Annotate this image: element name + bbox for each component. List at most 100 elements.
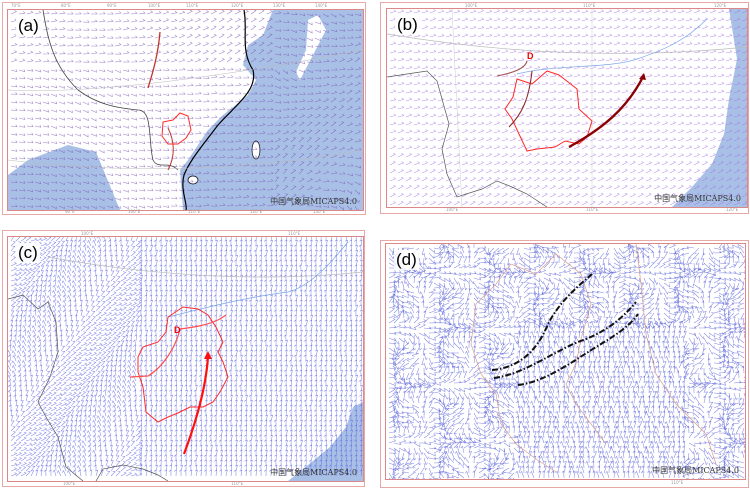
wind-barb [339,171,346,175]
wind-barb [274,69,280,75]
wind-barb [290,99,298,103]
wind-barb [77,274,82,282]
wind-barb [354,114,362,119]
wind-barb [43,349,47,357]
wind-barb [266,107,274,111]
wind-barb [170,10,178,15]
wind-barb [445,57,453,62]
wind-barb [493,121,501,126]
wind-barb [74,197,82,201]
wind-barb [323,289,327,296]
wind-barb [162,189,170,193]
wind-barb [230,309,233,317]
wind-barb [120,276,127,282]
wind-barb [238,319,242,327]
wind-barb [254,349,257,357]
wind-barb [100,285,105,292]
wind-barb [90,305,96,312]
wind-barb [224,249,228,257]
wind-barb [328,344,332,352]
wind-barb [304,414,307,422]
wind-barb [397,113,405,118]
wind-barb [323,379,327,387]
wind-barb [469,97,477,102]
wind-barb [115,331,122,337]
wind-barb [114,197,121,201]
wind-barb [461,65,469,70]
wind-barb [130,281,137,287]
wind-barb [35,385,40,392]
wind-barb [10,10,18,15]
wind-barb [250,344,254,352]
wind-barb [323,334,327,342]
wind-barb [214,244,217,252]
wind-barb [477,17,485,22]
wind-barb [330,205,337,209]
wind-barb [27,339,32,347]
wind-barb [65,382,73,387]
wind-barb [274,389,277,397]
wind-barb [95,306,101,312]
wind-barb [125,321,131,327]
wind-barb [298,29,306,33]
wind-barb [162,132,170,136]
wind-barb [146,10,154,15]
wind-barb [282,28,290,32]
wind-barb [333,364,337,372]
wind-barb [35,270,41,277]
wind-barb [565,33,573,38]
wind-barb [82,254,87,262]
wind-barb [110,307,118,312]
wind-barb [88,409,92,417]
wind-barb [184,279,188,287]
wind-barb [605,193,613,198]
wind-barb [174,299,178,307]
wind-barb [308,244,312,252]
wind-barb [493,57,501,62]
wind-barb [541,33,549,38]
wind-barb [249,369,253,377]
wind-barb [194,99,202,103]
wind-barb [155,304,158,312]
wind-barb [589,105,597,110]
wind-barb [605,153,613,158]
wind-barb [304,309,307,317]
wind-barb [26,117,34,120]
wind-barb [70,391,77,397]
panel-c: 100°E 110°E D 中国气象局MICAPS4.0 (c) 100°E 1… [2,230,365,487]
wind-barb [324,374,328,382]
wind-barb [264,304,268,312]
wind-barb [10,256,17,262]
wind-barb [677,57,685,62]
wind-barb [107,237,112,242]
wind-barb [122,205,129,210]
wind-barb [35,416,43,422]
wind-barb [329,354,332,362]
wind-barb [62,299,67,307]
wind-barb [98,93,105,98]
wind-barb [306,29,313,34]
wind-barb [120,271,127,277]
wind-barb [605,168,612,174]
wind-barb [18,164,26,168]
wind-barb [45,406,52,412]
wind-barb [163,364,167,372]
wind-barb [295,304,298,312]
wind-barb [184,419,187,427]
wind-barb [54,259,58,267]
wind-barb [299,279,303,287]
wind-barb [226,91,234,95]
wind-barb [202,131,210,135]
wind-barb [322,52,330,56]
wind-barb [346,97,353,103]
wind-barb [461,41,469,46]
wind-barb [290,153,297,159]
wind-barb [144,384,148,392]
wind-barb [210,49,217,55]
wind-barb [249,264,253,272]
wind-barb [234,67,242,71]
wind-barb [274,52,282,56]
wind-barb [163,294,167,302]
wind-barb [397,65,405,70]
wind-barb [645,49,653,54]
